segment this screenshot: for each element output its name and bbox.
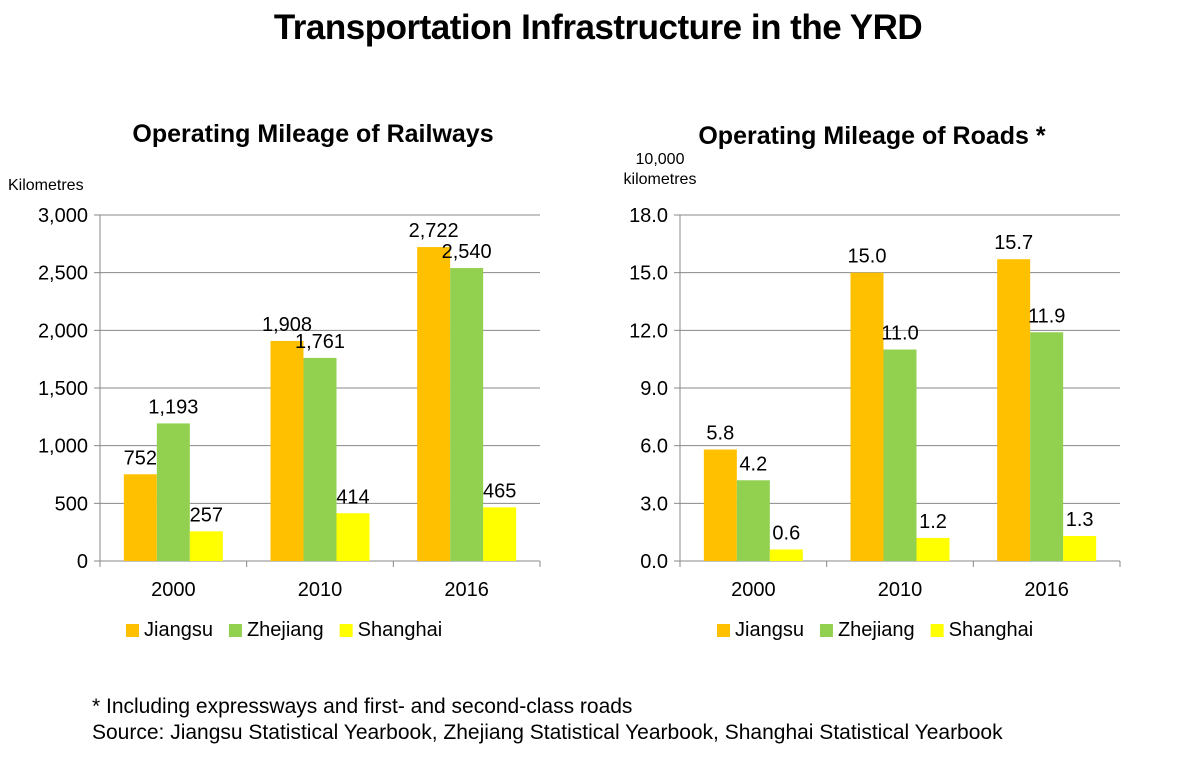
source-note: Source: Jiangsu Statistical Yearbook, Zh… — [92, 721, 1003, 744]
chart-title: Operating Mileage of Roads * — [698, 122, 1046, 150]
bar-zhejiang-2000 — [156, 423, 190, 561]
bar-jiangsu-2016 — [997, 259, 1031, 561]
data-label: 465 — [483, 480, 516, 502]
bar-jiangsu-2016 — [417, 247, 451, 561]
chart-title: Operating Mileage of Railways — [132, 120, 493, 148]
x-category-label: 2000 — [151, 579, 196, 601]
legend-label-shanghai: Shanghai — [949, 619, 1034, 641]
legend-swatch-shanghai — [930, 624, 944, 637]
data-label: 2,722 — [409, 220, 459, 242]
y-tick-label: 15.0 — [629, 263, 668, 285]
data-label: 1.2 — [919, 511, 947, 533]
bar-jiangsu-2010 — [270, 340, 304, 561]
bar-shanghai-2010 — [916, 537, 950, 561]
bar-zhejiang-2016 — [1030, 332, 1064, 561]
y-tick-label: 9.0 — [640, 378, 668, 400]
y-tick-label: 500 — [55, 493, 88, 515]
data-label: 2,540 — [442, 241, 492, 263]
bar-zhejiang-2000 — [736, 480, 770, 561]
y-tick-label: 0.0 — [640, 551, 668, 573]
legend-swatch-shanghai — [339, 624, 353, 637]
data-label: 5.8 — [706, 423, 734, 445]
y-tick-label: 2,500 — [38, 263, 88, 285]
data-label: 0.6 — [772, 522, 800, 544]
data-label: 414 — [336, 486, 369, 508]
data-label: 1.3 — [1066, 509, 1094, 531]
legend-swatch-jiangsu — [126, 624, 139, 637]
y-tick-label: 6.0 — [640, 436, 668, 458]
data-label: 4.2 — [739, 453, 767, 475]
bar-shanghai-2016 — [483, 507, 517, 561]
data-label: 257 — [190, 504, 223, 526]
bar-jiangsu-2000 — [703, 449, 737, 561]
footnotes: * Including expressways and first- and s… — [92, 694, 1003, 746]
bar-shanghai-2010 — [336, 513, 370, 561]
data-label: 1,193 — [148, 396, 198, 418]
y-tick-label: 3.0 — [640, 493, 668, 515]
bar-zhejiang-2016 — [450, 268, 484, 561]
legend-label-shanghai: Shanghai — [358, 619, 443, 641]
legend-swatch-zhejiang — [228, 624, 242, 637]
legend-label-zhejiang: Zhejiang — [247, 619, 324, 641]
y-axis-unit-label: Kilometres — [8, 177, 84, 194]
legend-label-zhejiang: Zhejiang — [838, 619, 915, 641]
bar-shanghai-2000 — [769, 549, 803, 561]
railways-chart: Operating Mileage of Railways Kilometres 0… — [8, 120, 541, 641]
legend-label-jiangsu: Jiangsu — [144, 619, 213, 641]
bar-shanghai-2000 — [189, 531, 223, 561]
footnote-asterisk: * Including expressways and first- and s… — [92, 695, 633, 718]
legend-label-jiangsu: Jiangsu — [735, 619, 804, 641]
x-category-label: 2000 — [731, 579, 776, 601]
y-axis-unit-label: 10,000 kilometres — [624, 151, 697, 188]
data-label: 11.9 — [1028, 305, 1065, 327]
y-tick-label: 1,500 — [38, 378, 88, 400]
bar-zhejiang-2010 — [303, 357, 337, 561]
data-label: 752 — [124, 447, 157, 469]
y-tick-label: 12.0 — [629, 320, 668, 342]
x-category-label: 2010 — [298, 579, 343, 601]
x-category-label: 2016 — [444, 579, 489, 601]
data-label: 1,908 — [262, 314, 312, 336]
roads-chart: Operating Mileage of Roads *10,000 kilome… — [624, 122, 1121, 641]
y-tick-label: 0 — [77, 551, 88, 573]
data-label: 15.0 — [848, 246, 887, 268]
y-tick-label: 2,000 — [38, 320, 88, 342]
y-tick-label: 1,000 — [38, 436, 88, 458]
data-label: 15.7 — [994, 232, 1033, 254]
y-tick-label: 3,000 — [38, 205, 88, 227]
bar-zhejiang-2010 — [883, 349, 917, 561]
data-label: 1,761 — [295, 331, 345, 353]
bar-jiangsu-2010 — [850, 272, 884, 561]
y-tick-label: 18.0 — [629, 205, 668, 227]
legend-swatch-jiangsu — [717, 624, 730, 637]
x-category-label: 2016 — [1024, 579, 1069, 601]
bar-jiangsu-2000 — [123, 474, 157, 561]
main-title: Transportation Infrastructure in the YRD — [273, 8, 923, 47]
data-label: 11.0 — [881, 323, 918, 345]
x-category-label: 2010 — [878, 579, 923, 601]
bar-shanghai-2016 — [1063, 536, 1097, 561]
legend-swatch-zhejiang — [819, 624, 833, 637]
